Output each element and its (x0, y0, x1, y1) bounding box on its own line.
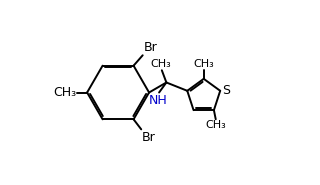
Text: Br: Br (142, 131, 156, 144)
Text: CH₃: CH₃ (205, 120, 226, 130)
Text: CH₃: CH₃ (150, 59, 171, 69)
Text: CH₃: CH₃ (53, 86, 76, 99)
Text: Br: Br (144, 41, 157, 54)
Text: CH₃: CH₃ (193, 59, 214, 69)
Text: NH: NH (149, 94, 168, 107)
Text: S: S (223, 84, 231, 97)
